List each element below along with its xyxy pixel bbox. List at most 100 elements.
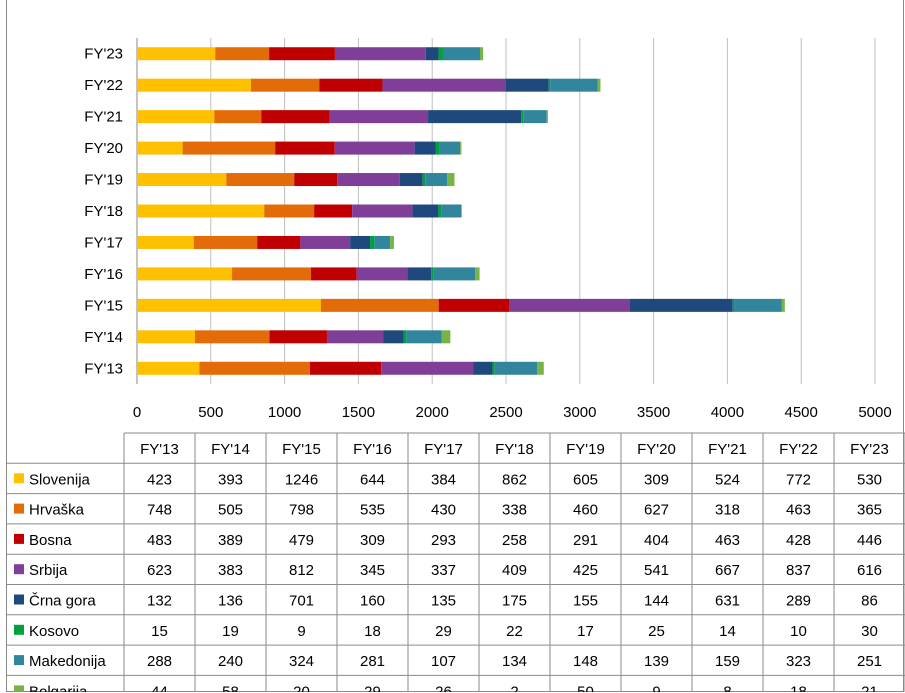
x-tick-label: 2500: [489, 404, 522, 421]
table-value-cell: 107: [431, 653, 456, 670]
bar-segment: [261, 110, 330, 124]
bar-segment: [428, 110, 522, 124]
bar-segment: [199, 361, 310, 375]
table-value-cell: 541: [644, 562, 669, 579]
bar-segment: [352, 204, 413, 218]
table-header-cell: FY'14: [211, 441, 250, 458]
table-value-cell: 29: [364, 683, 381, 692]
table-value-cell: 10: [790, 623, 807, 640]
table-value-cell: 384: [431, 471, 456, 488]
table-value-cell: 159: [715, 653, 740, 670]
table-value-cell: 2: [510, 683, 518, 692]
table-value-cell: 530: [857, 471, 882, 488]
table-header-cell: FY'18: [495, 441, 534, 458]
x-tick-label: 0: [133, 404, 141, 421]
table-value-cell: 446: [857, 532, 882, 549]
bar-segment: [425, 173, 448, 187]
category-label: FY'13: [84, 360, 123, 377]
table-value-cell: 50: [577, 683, 594, 692]
bar-segment: [537, 361, 544, 375]
table-value-cell: 605: [573, 471, 598, 488]
bar-segment: [137, 298, 321, 312]
table-value-cell: 798: [289, 502, 314, 519]
bar-segment: [506, 78, 549, 92]
legend-swatch: [14, 503, 24, 514]
table-value-cell: 175: [502, 593, 527, 610]
table-value-cell: 136: [218, 593, 243, 610]
bar-segment: [390, 235, 394, 249]
bar-segment: [193, 235, 258, 249]
category-label: FY'21: [84, 109, 123, 126]
legend-label: Hrvaška: [29, 502, 85, 519]
table-value-cell: 748: [147, 502, 172, 519]
legend-swatch: [14, 564, 24, 575]
bar-segment: [137, 204, 265, 218]
table-value-cell: 289: [786, 593, 811, 610]
table-value-cell: 22: [506, 623, 523, 640]
bar-segment: [137, 330, 196, 344]
table-value-cell: 288: [147, 653, 172, 670]
table-value-cell: 9: [297, 623, 305, 640]
bar-segment: [182, 141, 276, 155]
bar-segment: [264, 204, 315, 218]
legend-swatch: [14, 473, 24, 484]
bar-segment: [546, 110, 548, 124]
bar-segment: [314, 204, 353, 218]
bar-segment: [374, 235, 391, 249]
table-value-cell: 627: [644, 502, 669, 519]
bar-segment: [195, 330, 270, 344]
table-value-cell: 15: [151, 623, 168, 640]
bar-segment: [137, 110, 215, 124]
table-value-cell: 337: [431, 562, 456, 579]
bar-segment: [460, 141, 462, 155]
table-value-cell: 17: [577, 623, 594, 640]
bar-segment: [250, 78, 320, 92]
table-value-cell: 393: [218, 471, 243, 488]
table-value-cell: 701: [289, 593, 314, 610]
bar-segment: [383, 330, 404, 344]
table-value-cell: 644: [360, 471, 385, 488]
bar-segment: [309, 361, 382, 375]
bar-segment: [441, 204, 462, 218]
table-value-cell: 428: [786, 532, 811, 549]
table-value-cell: 132: [147, 593, 172, 610]
bar-segment: [781, 298, 785, 312]
bar-segment: [214, 110, 262, 124]
bar-segment: [438, 298, 510, 312]
table-value-cell: 258: [502, 532, 527, 549]
bar-segment: [629, 298, 733, 312]
bar-segment: [232, 267, 312, 281]
bar-segment: [350, 235, 371, 249]
bar-segment: [294, 173, 338, 187]
bar-segment: [320, 298, 439, 312]
table-value-cell: 20: [293, 683, 310, 692]
category-label: FY'17: [84, 234, 123, 251]
bar-segment: [137, 141, 183, 155]
bar-segment: [403, 330, 407, 344]
table-value-cell: 135: [431, 593, 456, 610]
legend-swatch: [14, 685, 24, 692]
table-value-cell: 430: [431, 502, 456, 519]
bar-segment: [137, 78, 251, 92]
bar-segment: [334, 47, 426, 61]
table-value-cell: 86: [861, 593, 878, 610]
table-header-cell: FY'21: [708, 441, 747, 458]
table-value-cell: 58: [222, 683, 239, 692]
table-value-cell: 338: [502, 502, 527, 519]
table-value-cell: 9: [652, 683, 660, 692]
chart-frame: 0 500 1000 1500 2000 2500 3000 3500 4000 4500 5000…: [6, 0, 905, 692]
table-value-cell: 423: [147, 471, 172, 488]
table-value-cell: 383: [218, 562, 243, 579]
bar-segment: [381, 361, 474, 375]
legend-swatch: [14, 533, 24, 544]
table-value-cell: 524: [715, 471, 740, 488]
table-value-cell: 148: [573, 653, 598, 670]
legend-label: Bolgarija: [29, 683, 88, 692]
table-value-cell: 144: [644, 593, 669, 610]
bar-segment: [597, 78, 601, 92]
table-value-cell: 404: [644, 532, 669, 549]
table-value-cell: 29: [435, 623, 452, 640]
legend-label: Slovenija: [29, 471, 91, 488]
table-value-cell: 25: [648, 623, 665, 640]
table-value-cell: 293: [431, 532, 456, 549]
